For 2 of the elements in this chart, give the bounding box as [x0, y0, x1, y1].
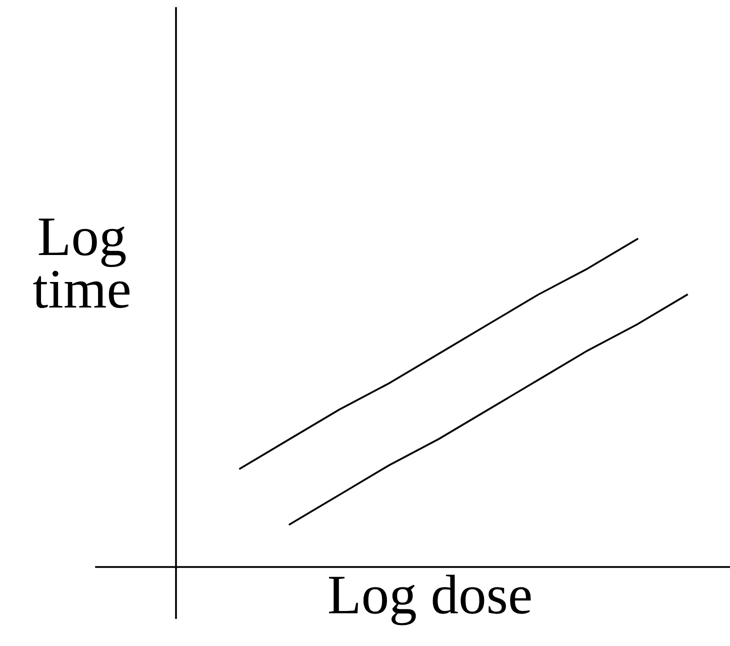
- y-axis-title: Log time: [33, 218, 130, 308]
- x-axis-title: Log dose: [328, 574, 531, 626]
